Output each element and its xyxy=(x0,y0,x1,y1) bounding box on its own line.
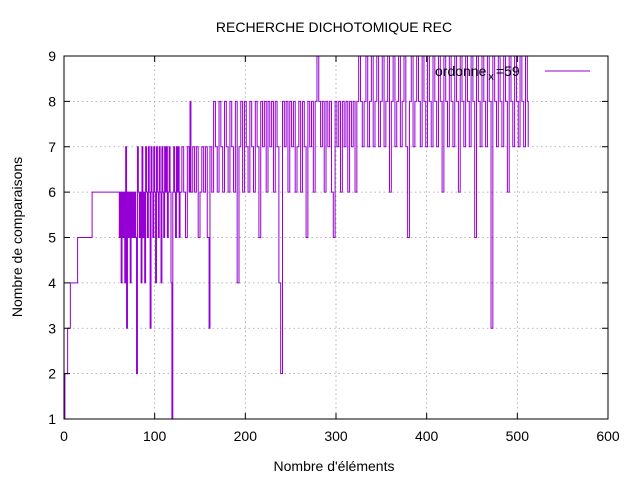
legend-subscript: x xyxy=(488,71,494,83)
x-tick-label: 500 xyxy=(506,428,530,444)
x-tick-label: 400 xyxy=(415,428,439,444)
y-tick-label: 7 xyxy=(48,139,56,155)
legend-suffix: =59 xyxy=(496,63,520,79)
x-tick-label: 600 xyxy=(596,428,620,444)
y-tick-label: 8 xyxy=(48,93,56,109)
series-layer xyxy=(64,55,529,420)
chart-title: RECHERCHE DICHOTOMIQUE REC xyxy=(216,19,452,35)
x-tick-label: 100 xyxy=(143,428,167,444)
y-axis-label: Nombre de comparaisons xyxy=(9,157,25,317)
x-axis-label: Nombre d'éléments xyxy=(274,458,395,474)
y-tick-label: 4 xyxy=(48,275,56,291)
y-tick-label: 6 xyxy=(48,184,56,200)
y-tick-label: 2 xyxy=(48,366,56,382)
y-tick-label: 5 xyxy=(48,230,56,246)
series-line xyxy=(64,55,529,420)
legend-label: ordonne x =59 xyxy=(435,63,520,83)
y-tick-label: 3 xyxy=(48,320,56,336)
ticks: 0 100 200 300 400 500 600 1 2 3 4 5 6 7 8 9 xyxy=(48,48,620,444)
y-tick-label: 9 xyxy=(48,48,56,64)
x-tick-label: 200 xyxy=(234,428,258,444)
x-tick-label: 0 xyxy=(60,428,68,444)
y-tick-label: 1 xyxy=(48,411,56,427)
x-tick-label: 300 xyxy=(324,428,348,444)
legend: ordonne x =59 xyxy=(435,63,590,83)
legend-main: ordonne xyxy=(435,63,487,79)
